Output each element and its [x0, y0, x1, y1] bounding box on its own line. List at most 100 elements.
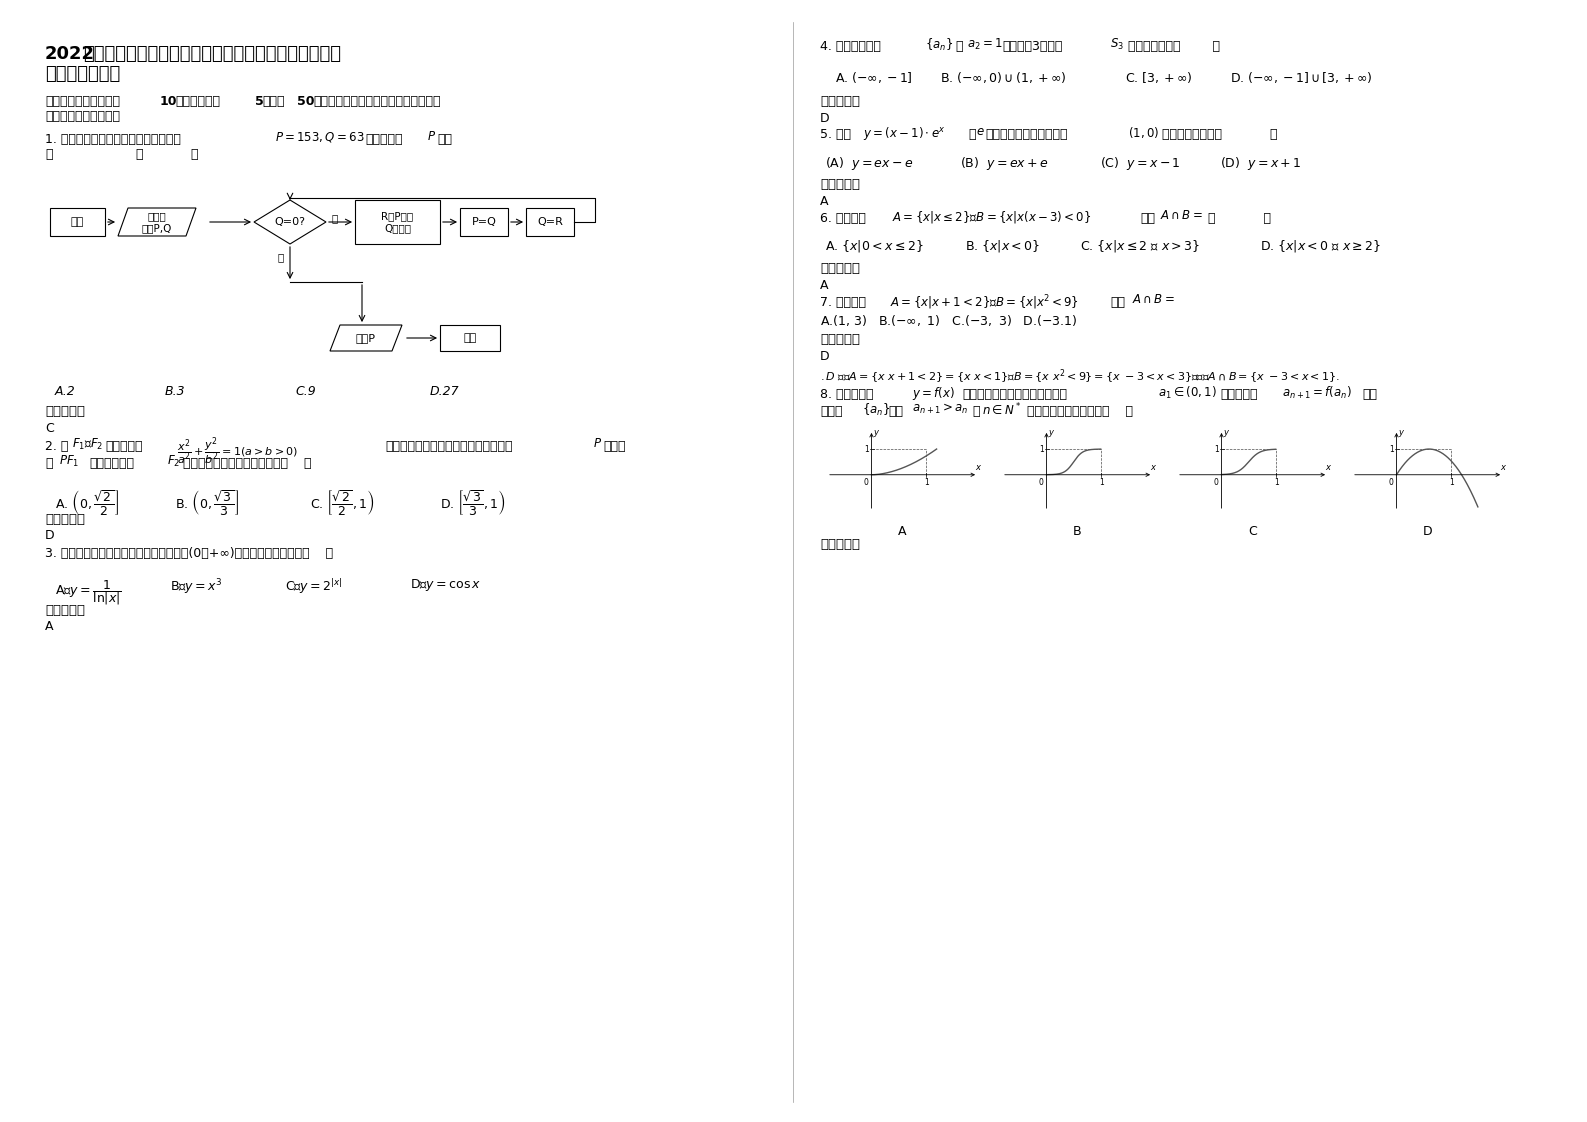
Polygon shape	[330, 325, 402, 351]
Text: y: y	[1049, 427, 1054, 436]
FancyBboxPatch shape	[51, 208, 105, 236]
Text: 0: 0	[1214, 478, 1219, 487]
Text: 1: 1	[1214, 444, 1219, 453]
FancyBboxPatch shape	[355, 200, 440, 243]
Text: 2022: 2022	[44, 45, 95, 63]
Text: $e$: $e$	[976, 125, 984, 138]
Text: 1: 1	[863, 444, 868, 453]
Text: （            ）: （ ）	[1208, 212, 1271, 226]
Text: y: y	[873, 427, 879, 436]
Text: 小题，每小题: 小题，每小题	[175, 95, 221, 108]
Text: ，由关系式: ，由关系式	[1220, 388, 1257, 401]
Text: D. $\{x|x<0$ 或 $x\geq 2\}$: D. $\{x|x<0$ 或 $x\geq 2\}$	[1260, 238, 1381, 254]
Text: ，则输出的: ，则输出的	[365, 134, 403, 146]
Text: A.2: A.2	[56, 385, 76, 398]
Text: y: y	[1224, 427, 1228, 436]
Text: 5: 5	[256, 95, 263, 108]
Text: 参考答案：: 参考答案：	[820, 539, 860, 551]
Text: D.27: D.27	[430, 385, 460, 398]
Text: $S_3$: $S_3$	[1109, 37, 1124, 52]
Text: 参考答案：: 参考答案：	[44, 604, 86, 617]
Text: 分。在每小题给出的四个选项中，只有: 分。在每小题给出的四个选项中，只有	[313, 95, 441, 108]
Text: ，则椭圆离心率的取值范围是（    ）: ，则椭圆离心率的取值范围是（ ）	[183, 457, 311, 470]
Text: 是: 是	[278, 252, 284, 263]
Text: (B)  $y=ex+e$: (B) $y=ex+e$	[960, 155, 1049, 172]
Text: C.9: C.9	[295, 385, 316, 398]
Text: 0: 0	[1389, 478, 1393, 487]
Text: 分，共: 分，共	[262, 95, 284, 108]
Text: $a_{n+1}=f(a_n)$: $a_{n+1}=f(a_n)$	[1282, 385, 1352, 401]
Text: 期末试题含解析: 期末试题含解析	[44, 65, 121, 83]
Text: 4. 已知等比数列: 4. 已知等比数列	[820, 40, 881, 53]
Text: C. $\{x|x\leq 2$ 或 $x>3\}$: C. $\{x|x\leq 2$ 或 $x>3\}$	[1081, 238, 1200, 254]
Text: A: A	[44, 620, 54, 633]
Polygon shape	[117, 208, 197, 236]
Text: $.D$ 因为$A=\{x\ x+1<2\}=\{x\ x<1\}$，$B=\{x\ x^2<9\}=\{x\ -3<x<3\}$，所以$A\cap B=\{x: $.D$ 因为$A=\{x\ x+1<2\}=\{x\ x<1\}$，$B=\{…	[820, 368, 1339, 386]
Text: ，使线: ，使线	[603, 440, 625, 453]
Text: A: A	[820, 279, 828, 292]
Text: 参考答案：: 参考答案：	[44, 405, 86, 419]
FancyBboxPatch shape	[525, 208, 574, 236]
Text: A.(1, 3)   B.$(-\infty,\ 1)$   C.$(-3,\ 3)$   D.$(-3.1)$: A.(1, 3) B.$(-\infty,\ 1)$ C.$(-3,\ 3)$ …	[820, 313, 1078, 328]
Text: 的中垂线过点: 的中垂线过点	[89, 457, 133, 470]
Text: 的值: 的值	[436, 134, 452, 146]
Text: 为自然对数的底数）在点: 为自然对数的底数）在点	[986, 128, 1068, 141]
Text: $(1,0)$: $(1,0)$	[1128, 125, 1159, 140]
Text: (D)  $y=x+1$: (D) $y=x+1$	[1220, 155, 1301, 172]
Text: ，则其前3项的和: ，则其前3项的和	[1001, 40, 1062, 53]
Text: 参考答案：: 参考答案：	[44, 513, 86, 526]
Text: 1: 1	[1039, 444, 1044, 453]
Text: 参考答案：: 参考答案：	[820, 178, 860, 191]
Text: C: C	[44, 422, 54, 435]
Text: $\dfrac{x^2}{a^2}+\dfrac{y^2}{b^2}=1(a>b>0)$: $\dfrac{x^2}{a^2}+\dfrac{y^2}{b^2}=1(a>b…	[178, 435, 298, 467]
Text: D. $(-\infty,-1]\cup[3,+\infty)$: D. $(-\infty,-1]\cup[3,+\infty)$	[1230, 70, 1373, 85]
Text: A. $(-\infty,-1]$: A. $(-\infty,-1]$	[835, 70, 913, 85]
Text: A. $\{x|0<x\leq 2\}$: A. $\{x|0<x\leq 2\}$	[825, 238, 924, 254]
Text: x: x	[974, 462, 981, 471]
Text: C、$y=2^{|x|}$: C、$y=2^{|x|}$	[286, 577, 343, 596]
Text: $A\cap B=$: $A\cap B=$	[1132, 293, 1174, 306]
Text: 的图象在下列图中，并且对任意: 的图象在下列图中，并且对任意	[962, 388, 1066, 401]
Text: 50: 50	[297, 95, 314, 108]
Text: 否: 否	[332, 213, 338, 223]
Text: $A\cap B=$: $A\cap B=$	[1160, 209, 1203, 222]
Text: 结束: 结束	[463, 333, 476, 343]
Text: A: A	[898, 525, 906, 539]
Text: D、$y=\cos x$: D、$y=\cos x$	[409, 577, 481, 594]
Text: B、$y=x^3$: B、$y=x^3$	[170, 577, 222, 597]
Text: 年山东省烟台市莱阳河洛镇河洛中学高三数学理下学期: 年山东省烟台市莱阳河洛镇河洛中学高三数学理下学期	[83, 45, 341, 63]
Text: 3. 下列函数中，既是偶函数，又是在区间(0，+∞)上单调递减的函数是（    ）: 3. 下列函数中，既是偶函数，又是在区间(0，+∞)上单调递减的函数是（ ）	[44, 548, 333, 560]
Text: 1: 1	[1449, 478, 1454, 487]
Text: 输入正
整数P,Q: 输入正 整数P,Q	[141, 211, 171, 232]
Text: ，则: ，则	[1139, 212, 1155, 226]
Text: （: （	[968, 128, 976, 141]
Text: B. $\{x|x<0\}$: B. $\{x|x<0\}$	[965, 238, 1039, 254]
Polygon shape	[254, 200, 325, 243]
Text: B: B	[1073, 525, 1082, 539]
Text: 1: 1	[1100, 478, 1105, 487]
Text: $P$: $P$	[427, 130, 436, 142]
Text: 开始: 开始	[71, 217, 84, 227]
Text: 6. 已知集合: 6. 已知集合	[820, 212, 867, 226]
Text: 参考答案：: 参考答案：	[820, 333, 860, 346]
Text: （: （	[135, 148, 143, 160]
Text: 1. 执行如图所示的程序框图，如果输入: 1. 执行如图所示的程序框图，如果输入	[44, 134, 181, 146]
Text: Q=R: Q=R	[536, 217, 563, 227]
Text: C. $\left[\dfrac{\sqrt{2}}{2},1\right)$: C. $\left[\dfrac{\sqrt{2}}{2},1\right)$	[309, 488, 375, 517]
Text: 参考答案：: 参考答案：	[820, 263, 860, 275]
Text: $y=f(x)$: $y=f(x)$	[913, 385, 955, 402]
Text: 输出P: 输出P	[355, 333, 376, 343]
Text: 2. 设: 2. 设	[44, 440, 68, 453]
Text: 0: 0	[863, 478, 868, 487]
Text: 满足: 满足	[889, 405, 903, 419]
Text: $P$: $P$	[594, 436, 601, 450]
Text: x: x	[1151, 462, 1155, 471]
Text: D. $\left[\dfrac{\sqrt{3}}{3},1\right)$: D. $\left[\dfrac{\sqrt{3}}{3},1\right)$	[440, 488, 506, 517]
Text: $F_1$、$F_2$: $F_1$、$F_2$	[71, 436, 103, 452]
FancyBboxPatch shape	[440, 325, 500, 351]
Text: $y=(x-1)\cdot e^x$: $y=(x-1)\cdot e^x$	[863, 125, 946, 142]
Text: Q=0?: Q=0?	[275, 217, 306, 227]
Text: $a_1\in(0,1)$: $a_1\in(0,1)$	[1159, 385, 1217, 401]
Text: $A=\{x|x\leq 2\}$，$B=\{x|x(x-3)<0\}$: $A=\{x|x\leq 2\}$，$B=\{x|x(x-3)<0\}$	[892, 209, 1092, 226]
Text: x: x	[1325, 462, 1330, 471]
